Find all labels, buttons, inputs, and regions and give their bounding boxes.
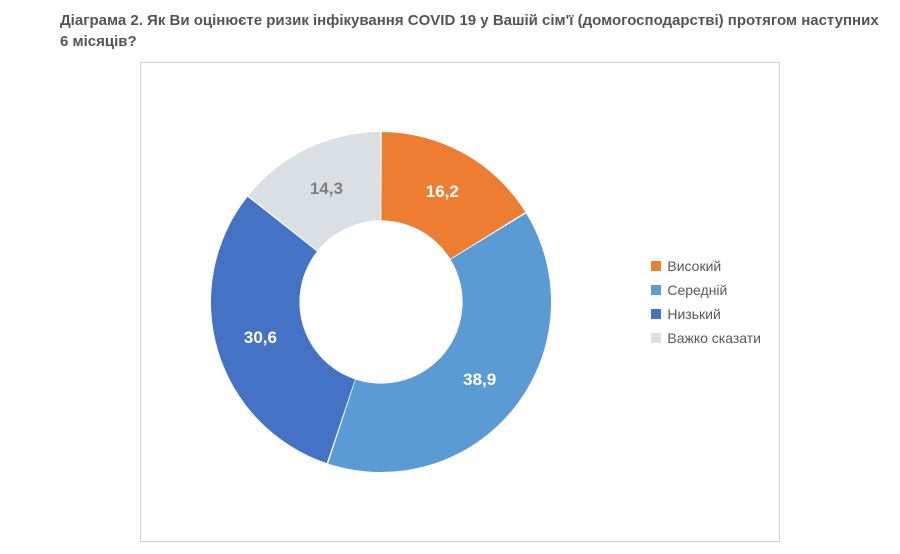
legend-item: Важко сказати	[651, 330, 761, 346]
legend-swatch	[651, 285, 661, 295]
chart-panel: 16,238,930,614,3 ВисокийСереднійНизькийВ…	[140, 62, 780, 542]
slice-value-label: 38,9	[463, 370, 496, 390]
slice-value-label: 16,2	[426, 182, 459, 202]
legend-label: Низький	[667, 306, 720, 322]
donut-chart: 16,2 38,9 30,6 14,3	[171, 92, 591, 512]
legend-label: Середній	[667, 282, 727, 298]
chart-title: Діаграма 2. Як Ви оцінюєте ризик інфікув…	[20, 10, 880, 52]
slice-value-label: 14,3	[310, 179, 343, 199]
legend-item: Низький	[651, 306, 761, 322]
donut-slice	[328, 213, 551, 472]
legend-swatch	[651, 333, 661, 343]
legend-label: Високий	[667, 258, 721, 274]
legend-label: Важко сказати	[667, 330, 761, 346]
slice-value-label: 30,6	[244, 328, 277, 348]
legend-swatch	[651, 309, 661, 319]
legend-item: Середній	[651, 282, 761, 298]
donut-slice	[211, 197, 355, 463]
legend: Високий Середній Низький Важко сказати	[651, 250, 761, 354]
legend-item: Високий	[651, 258, 761, 274]
legend-swatch	[651, 261, 661, 271]
